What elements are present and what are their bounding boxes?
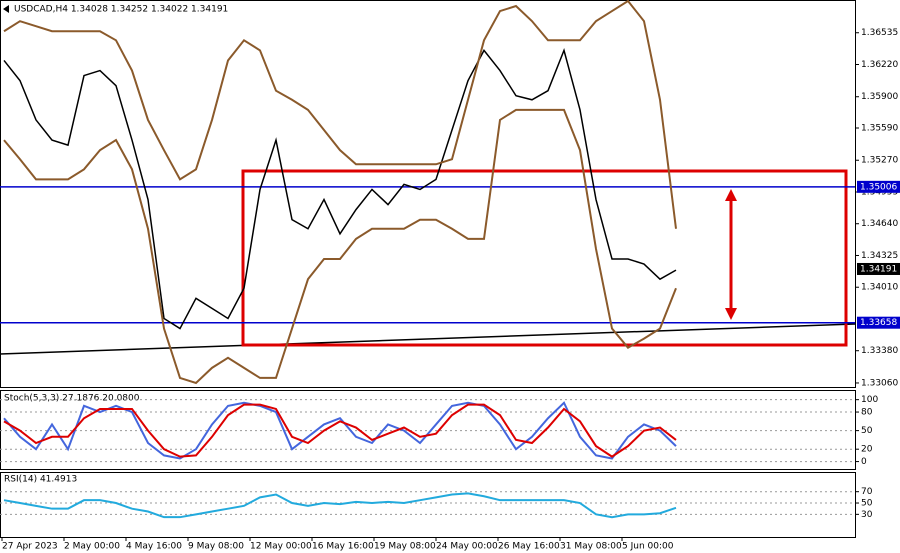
y-tick-label: 1.33060	[861, 378, 898, 388]
x-tick-label: 2 May 00:00	[64, 542, 120, 552]
y-tick-label: 1.35590	[861, 123, 898, 133]
y-tick-label: 100	[861, 395, 878, 405]
series-line	[3, 403, 677, 458]
price-tag-label: 1.33658	[860, 318, 897, 328]
range-box	[241, 169, 848, 347]
y-tick-label: 80	[861, 408, 873, 418]
stoch-panel	[0, 390, 856, 470]
trend-line	[0, 323, 856, 355]
arrow-head	[725, 308, 737, 320]
x-tick-label: 4 May 16:00	[126, 542, 182, 552]
y-tick-label: 1.35270	[861, 156, 898, 166]
arrow-head	[725, 189, 737, 201]
x-tick-label: 16 May 16:00	[312, 542, 374, 552]
y-tick-label: 1.34010	[861, 283, 898, 293]
series-line	[3, 48, 677, 330]
series-line	[3, 492, 677, 519]
price-tag	[857, 180, 900, 193]
y-tick-label: 30	[861, 510, 873, 520]
y-tick-label: 1.34325	[861, 251, 898, 261]
y-tick-label: 1.34640	[861, 219, 898, 229]
y-tick-label: 50	[861, 426, 873, 436]
y-tick-label: 0	[861, 457, 867, 467]
x-tick-label: 19 May 08:00	[374, 542, 436, 552]
x-tick-label: 12 May 00:00	[250, 542, 312, 552]
price-tag	[857, 316, 900, 329]
series-line	[3, 401, 677, 460]
x-tick-label: 31 May 08:00	[560, 542, 622, 552]
series-line	[3, 0, 677, 229]
chart-title: USDCAD,H4 1.34028 1.34252 1.34022 1.3419…	[14, 5, 228, 15]
x-tick-label: 27 Apr 2023	[2, 542, 58, 552]
y-tick-label: 70	[861, 487, 873, 497]
price-tag-label: 1.34191	[860, 264, 897, 274]
price-tag	[857, 262, 900, 275]
main-panel	[0, 0, 856, 388]
y-tick-label: 50	[861, 499, 873, 509]
x-tick-label: 5 Jun 00:00	[622, 542, 674, 552]
y-tick-label: 20	[861, 445, 873, 455]
x-tick-label: 24 May 00:00	[436, 542, 498, 552]
y-tick-label: 1.33380	[861, 346, 898, 356]
rsi-panel	[0, 472, 856, 538]
y-tick-label: 1.36535	[861, 28, 898, 38]
y-tick-label: 1.36220	[861, 60, 898, 70]
price-tag-label: 1.35006	[860, 182, 897, 192]
rsi-title: RSI(14) 41.4913	[4, 475, 77, 485]
header-icon	[3, 5, 9, 13]
x-tick-label: 26 May 16:00	[498, 542, 560, 552]
stoch-title: Stoch(5,3,3) 27.1876 20.0800	[4, 394, 140, 404]
x-tick-label: 9 May 08:00	[188, 542, 244, 552]
series-line	[3, 108, 677, 385]
y-tick-label: 1.35900	[861, 92, 898, 102]
